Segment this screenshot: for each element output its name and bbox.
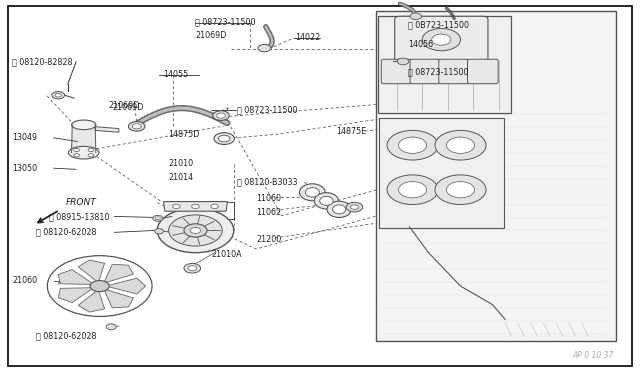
FancyBboxPatch shape (378, 16, 511, 113)
Circle shape (447, 182, 474, 198)
Circle shape (155, 229, 164, 234)
Polygon shape (72, 125, 96, 153)
Circle shape (351, 205, 358, 209)
Circle shape (74, 154, 79, 157)
FancyBboxPatch shape (467, 59, 498, 84)
Text: Ⓒ 0B723-11500: Ⓒ 0B723-11500 (408, 21, 469, 30)
Circle shape (258, 44, 271, 52)
Circle shape (173, 204, 180, 209)
Text: 14056: 14056 (408, 40, 433, 49)
Circle shape (157, 208, 234, 253)
Circle shape (346, 202, 363, 212)
Text: 14022: 14022 (295, 33, 321, 42)
Text: Ⓜ 08915-13810: Ⓜ 08915-13810 (49, 212, 109, 221)
Text: 21010: 21010 (169, 159, 194, 168)
Circle shape (153, 215, 163, 221)
Text: AP 0 10 37: AP 0 10 37 (572, 351, 614, 360)
Text: 11062: 11062 (256, 208, 281, 217)
Circle shape (399, 182, 427, 198)
Circle shape (88, 154, 94, 157)
Circle shape (184, 224, 207, 237)
Text: FRONT: FRONT (66, 198, 97, 207)
Text: 14875E: 14875E (336, 126, 366, 136)
Circle shape (90, 280, 109, 292)
Text: 21069D: 21069D (195, 31, 227, 40)
FancyBboxPatch shape (395, 16, 488, 63)
Circle shape (410, 13, 422, 20)
Circle shape (211, 204, 218, 209)
Circle shape (435, 131, 486, 160)
Circle shape (74, 148, 79, 152)
Text: 21069D: 21069D (113, 103, 144, 112)
FancyBboxPatch shape (379, 118, 504, 228)
Text: Ⓒ 08723-11500: Ⓒ 08723-11500 (408, 67, 468, 76)
Text: 14055: 14055 (164, 70, 189, 79)
Ellipse shape (333, 205, 346, 214)
Polygon shape (78, 290, 104, 312)
Ellipse shape (72, 120, 96, 130)
Ellipse shape (314, 193, 339, 209)
FancyBboxPatch shape (381, 59, 412, 84)
Text: Ⓑ 08120-82828: Ⓑ 08120-82828 (12, 57, 73, 66)
Ellipse shape (68, 146, 99, 159)
Circle shape (184, 263, 200, 273)
Circle shape (422, 29, 461, 51)
Circle shape (435, 175, 486, 205)
Circle shape (106, 324, 116, 330)
Text: Ⓒ 08723-11500: Ⓒ 08723-11500 (237, 105, 298, 114)
Ellipse shape (327, 201, 351, 218)
Circle shape (55, 93, 61, 97)
Circle shape (397, 58, 409, 65)
Text: 11060: 11060 (256, 194, 281, 203)
Circle shape (52, 92, 65, 99)
Text: Ⓒ 08723-11500: Ⓒ 08723-11500 (195, 18, 256, 27)
Circle shape (156, 217, 161, 220)
Text: Ⓑ 08120-62028: Ⓑ 08120-62028 (36, 331, 96, 341)
Polygon shape (58, 270, 94, 285)
Circle shape (169, 215, 222, 246)
Circle shape (88, 148, 94, 152)
Polygon shape (78, 260, 104, 282)
Text: 14875D: 14875D (169, 130, 200, 140)
Ellipse shape (300, 184, 325, 201)
Circle shape (132, 124, 141, 129)
Circle shape (387, 131, 438, 160)
FancyBboxPatch shape (376, 11, 616, 341)
Circle shape (387, 175, 438, 205)
Text: 21010A: 21010A (211, 250, 242, 259)
Circle shape (216, 113, 225, 118)
Polygon shape (58, 288, 94, 302)
Circle shape (129, 122, 145, 131)
Polygon shape (106, 278, 146, 294)
FancyBboxPatch shape (439, 59, 469, 84)
Text: Ⓑ 08120-B3033: Ⓑ 08120-B3033 (237, 178, 298, 187)
Circle shape (190, 228, 200, 234)
Polygon shape (104, 264, 134, 283)
Text: 13049: 13049 (12, 133, 37, 142)
Circle shape (399, 137, 427, 153)
Polygon shape (164, 202, 227, 211)
Ellipse shape (320, 196, 333, 205)
Circle shape (212, 111, 229, 121)
Text: 13050: 13050 (12, 164, 37, 173)
FancyBboxPatch shape (410, 59, 441, 84)
Circle shape (218, 135, 230, 142)
Circle shape (188, 266, 196, 271)
Polygon shape (95, 127, 119, 132)
Circle shape (214, 133, 234, 144)
Text: 21069D: 21069D (108, 101, 140, 110)
Circle shape (447, 137, 474, 153)
Text: Ⓑ 08120-62028: Ⓑ 08120-62028 (36, 228, 96, 237)
Polygon shape (104, 289, 134, 308)
Ellipse shape (305, 187, 319, 197)
Text: 21060: 21060 (12, 276, 37, 285)
Text: 21200: 21200 (256, 235, 282, 244)
Circle shape (191, 204, 199, 209)
Circle shape (432, 34, 451, 45)
Text: 21014: 21014 (169, 173, 194, 182)
